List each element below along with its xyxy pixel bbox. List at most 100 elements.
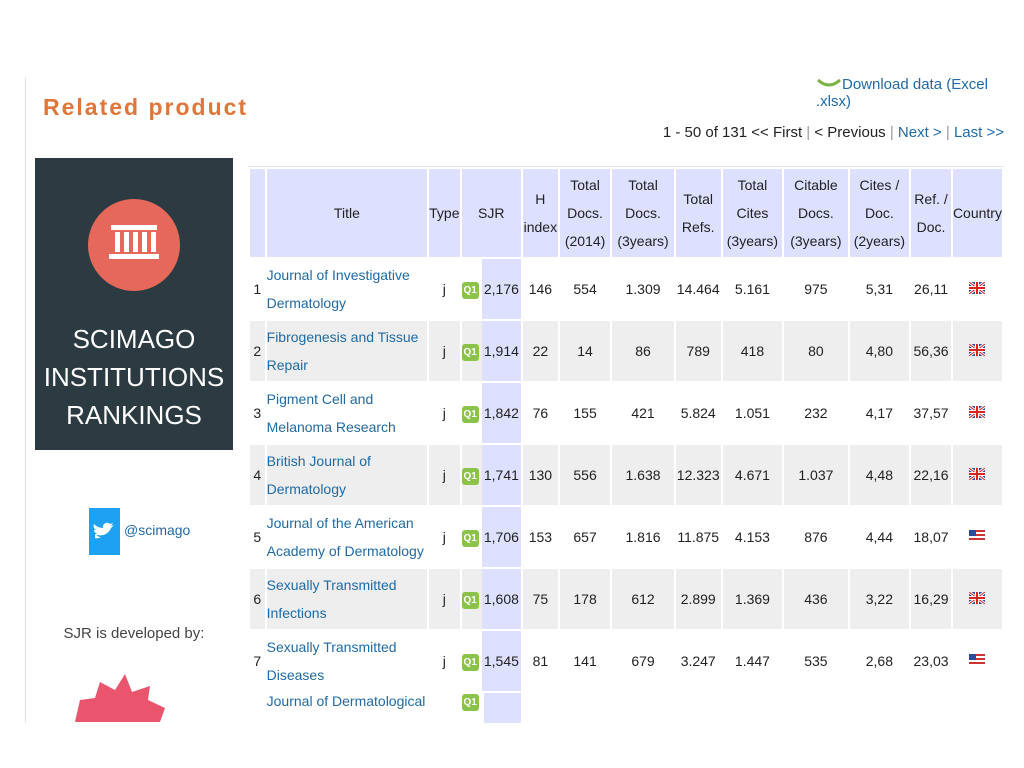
journal-title[interactable]: Pigment Cell and Melanoma Research [266,391,396,435]
journal-title[interactable]: Fibrogenesis and Tissue Repair [266,329,419,373]
column-header: Total Refs. [675,169,721,257]
twitter-link[interactable]: @scimago [124,522,191,538]
rank: 2 [253,343,262,359]
cell-value: 2.899 [680,591,716,607]
cell-value: 2,68 [865,653,893,669]
title-cell: Journal of Investigative Dermatology [267,259,428,319]
journal-title[interactable]: Journal of the American Academy of Derma… [266,515,424,559]
cell-value: 612 [631,591,655,607]
twitter-icon[interactable] [89,508,120,555]
title-cell: Sexually Transmitted Diseases [267,631,428,691]
country-flag [953,321,1002,381]
quartile-badge: Q1 [461,343,479,361]
title-cell: Sexually Transmitted Infections [267,569,428,629]
quartile-badge: Q1 [461,529,479,547]
rank: 4 [253,467,262,483]
journal-title[interactable]: Journal of Investigative Dermatology [266,267,410,311]
cell-value: 1.447 [734,653,770,669]
cell-value: j [442,343,446,359]
cell-value: 14 [577,343,593,359]
next-page[interactable]: Next > [897,124,942,141]
journal-title[interactable]: Sexually Transmitted Diseases [266,639,397,683]
column-header: Total Docs. (3years) [612,169,674,257]
logo-icon [88,199,180,291]
sjr-cell: Q1 1,608 [461,569,521,629]
pagination: 1 - 50 of 131 << First | < Previous | Ne… [663,124,1004,141]
country-flag [953,383,1002,443]
cell-value: 421 [631,405,655,421]
cell-value: 1.369 [734,591,770,607]
cell-value: 75 [532,591,549,607]
journal-title[interactable]: Journal of Dermatological [266,693,426,709]
cell-value: 789 [686,343,710,359]
cell-value: 4,44 [865,529,893,545]
cell-value: 86 [635,343,651,359]
sir-logo[interactable]: SCIMAGO INSTITUTIONS RANKINGS [35,158,233,450]
rank-header [250,169,265,257]
developed-by: SJR is developed by: [63,625,205,642]
cell-value: 12.323 [676,467,720,483]
cell-value: 657 [573,529,597,545]
cell-value: j [442,529,446,545]
quartile-badge: Q1 [461,281,479,299]
column-header: Citable Docs. (3years) [784,169,848,257]
table-row: 2 Fibrogenesis and Tissue Repair j Q1 1,914 2… [250,321,1002,381]
first-page: << First [751,124,803,141]
cell-value: 4,17 [865,405,893,421]
table-row: 1 Journal of Investigative Dermatology j Q1… [250,259,1002,319]
rank: 1 [253,281,262,297]
cell-value: 178 [573,591,597,607]
cell-value: 1.309 [625,281,661,297]
cell-value: 5,31 [865,281,893,297]
country-flag [953,569,1002,629]
cell-value: 4.671 [734,467,770,483]
sjr-cell: Q1 1,545 [461,631,521,691]
cell-value: 1.816 [625,529,661,545]
sjr-cell: Q1 1,706 [461,507,521,567]
table-row: 4 British Journal of Dermatology j Q1 1,741 1… [250,445,1002,505]
cell-value: 153 [528,529,553,545]
sjr-value: 1,741 [481,445,521,505]
divider [25,78,26,722]
download-text: Download data (Excel .xlsx) [816,76,988,110]
download-link[interactable]: Download data (Excel .xlsx) [816,76,1024,110]
cell-value: 3.247 [680,653,716,669]
cell-value: 535 [804,653,828,669]
sjr-value: 1,706 [481,507,521,567]
cell-value: 556 [573,467,597,483]
country-flag [953,445,1002,505]
cell-value: 5.161 [734,281,770,297]
table-row: 6 Sexually Transmitted Infections j Q1 1,608… [250,569,1002,629]
quartile-badge: Q1 [461,653,479,671]
country-flag [953,507,1002,567]
quartile-badge: Q1 [461,405,479,423]
journal-title[interactable]: British Journal of Dermatology [266,453,371,497]
country-flag [953,259,1002,319]
cell-value: j [442,467,446,483]
cell-value: 554 [573,281,597,297]
page-range: 1 - 50 of 131 [662,124,748,141]
table-row: Journal of Dermatological Q1 [250,693,1002,723]
cell-value: 23,03 [913,653,949,669]
last-page[interactable]: Last >> [953,124,1004,141]
journal-title[interactable]: Sexually Transmitted Infections [266,577,397,621]
sjr-cell: Q1 1,914 [461,321,521,381]
column-header: Total Cites (3years) [722,169,783,257]
cell-value: 876 [804,529,828,545]
cell-value: 1.037 [798,467,834,483]
cell-value: 18,07 [913,529,949,545]
sjr-cell: Q1 [461,693,521,723]
cell-value: 232 [804,405,828,421]
cell-value: 1.051 [734,405,770,421]
sjr-cell: Q1 1,741 [461,445,521,505]
download-icon [816,78,842,87]
cell-value: 146 [528,281,553,297]
cell-value [429,693,459,723]
ranking-table: Title Type SJR H index Total Docs. (2014) Tot… [248,167,1004,723]
cell-value: j [442,405,446,421]
sjr-value: 1,842 [481,383,521,443]
cell-value: 26,11 [914,281,949,297]
cell-value: 975 [804,281,828,297]
cell-value: 141 [573,653,597,669]
